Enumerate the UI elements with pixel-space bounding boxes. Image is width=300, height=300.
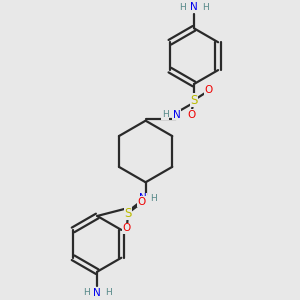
Text: H: H <box>162 110 169 119</box>
Text: O: O <box>122 223 131 233</box>
Text: H: H <box>179 3 186 12</box>
Text: H: H <box>150 194 157 203</box>
Text: S: S <box>190 94 198 107</box>
Text: O: O <box>137 197 145 207</box>
Text: N: N <box>139 194 146 203</box>
Text: O: O <box>187 110 195 120</box>
Text: O: O <box>205 85 213 95</box>
Text: H: H <box>105 288 112 297</box>
Text: N: N <box>93 288 101 298</box>
Text: H: H <box>202 3 208 12</box>
Text: H: H <box>83 288 89 297</box>
Text: S: S <box>124 206 132 220</box>
Text: N: N <box>172 110 180 120</box>
Text: N: N <box>190 2 198 12</box>
